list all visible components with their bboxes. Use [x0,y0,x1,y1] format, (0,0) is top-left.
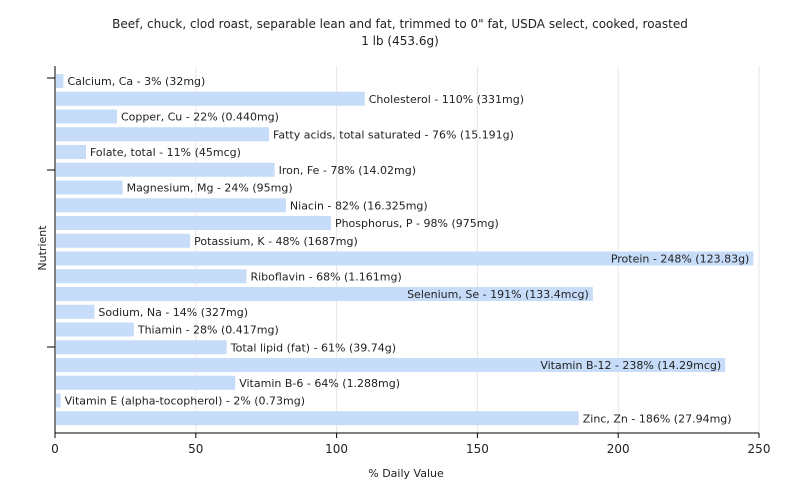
bar [56,340,227,355]
x-tick-label: 150 [466,442,489,456]
axes [47,66,760,438]
x-tick-label: 100 [325,442,348,456]
bar-label: Magnesium, Mg - 24% (95mg) [127,182,293,195]
bar [56,375,236,390]
bar-label: Vitamin B-6 - 64% (1.288mg) [239,377,400,390]
bar-label: Protein - 248% (123.83g) [611,253,750,266]
bar [56,287,593,301]
bar [56,393,61,408]
bar [56,411,579,426]
bar-label: Thiamin - 28% (0.417mg) [137,324,279,337]
bar [56,74,64,88]
bar [56,251,754,266]
y-axis-label: Nutrient [36,225,49,271]
bar-label: Niacin - 82% (16.325mg) [290,199,428,212]
x-tick-label: 0 [51,442,59,456]
bar-label: Riboflavin - 68% (1.161mg) [250,270,401,283]
bar [56,145,86,159]
bar-label: Phosphorus, P - 98% (975mg) [335,217,499,230]
bars [56,74,754,426]
bar [56,198,286,213]
bar-label: Vitamin B-12 - 238% (14.29mcg) [540,359,721,372]
bar-label: Calcium, Ca - 3% (32mg) [67,75,205,88]
bar-label: Fatty acids, total saturated - 76% (15.1… [273,128,514,141]
bar [56,180,123,195]
bar [56,91,365,106]
bar-label: Copper, Cu - 22% (0.440mg) [121,111,279,124]
bar-label: Vitamin E (alpha-tocopherol) - 2% (0.73m… [65,395,305,408]
bar-label: Potassium, K - 48% (1687mg) [194,235,358,248]
bar-label: Folate, total - 11% (45mcg) [90,146,241,159]
bar-label: Sodium, Na - 14% (327mg) [98,306,248,319]
bar-label: Iron, Fe - 78% (14.02mg) [279,164,416,177]
bar-label: Cholesterol - 110% (331mg) [369,93,524,106]
x-tick-label: 50 [188,442,203,456]
x-tick-labels: 0 50 100 150 200 250 [51,442,770,456]
bar [56,304,95,319]
chart-subtitle: 1 lb (453.6g) [361,34,439,48]
x-axis-label: % Daily Value [368,467,444,480]
x-tick-label: 200 [607,442,630,456]
bar-label: Selenium, Se - 191% (133.4mcg) [407,288,589,301]
bar-label: Zinc, Zn - 186% (27.94mg) [583,412,732,425]
bar [56,358,726,372]
bar [56,322,134,337]
x-tick-label: 250 [748,442,771,456]
bar [56,127,270,142]
bar [56,216,331,230]
bar [56,162,275,177]
bar [56,233,191,248]
bar-labels: Calcium, Ca - 3% (32mg) Cholesterol - 110… [65,75,750,425]
bar [56,269,247,284]
chart-title: Beef, chuck, clod roast, separable lean … [112,17,688,31]
bar [56,109,117,124]
bar-label: Total lipid (fat) - 61% (39.74g) [230,341,396,354]
